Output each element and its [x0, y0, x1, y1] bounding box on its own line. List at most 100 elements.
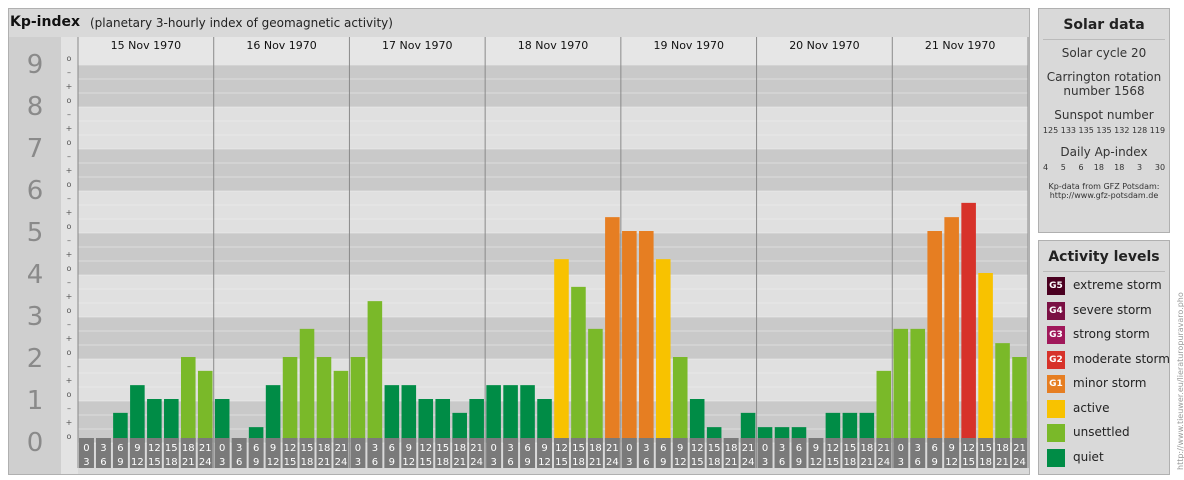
interval-end-label: 24	[335, 457, 348, 468]
interval-start-label: 9	[134, 443, 140, 454]
interval-end-label: 9	[524, 457, 530, 468]
grid-band	[78, 345, 1028, 359]
interval-start-label: 18	[318, 443, 331, 454]
interval-start-label: 21	[742, 443, 755, 454]
interval-box	[384, 438, 400, 468]
interval-box	[333, 438, 349, 468]
interval-start-label: 3	[779, 443, 785, 454]
interval-end-label: 18	[708, 457, 721, 468]
kp-bar	[147, 399, 162, 443]
activity-level-swatch	[1047, 399, 1065, 418]
y-subtick-label: o	[67, 180, 72, 189]
y-subtick-label: o	[67, 96, 72, 105]
interval-box	[503, 438, 519, 468]
interval-box	[672, 438, 688, 468]
interval-start-label: 0	[83, 443, 89, 454]
grid-band	[78, 191, 1028, 205]
kp-bar	[333, 370, 349, 443]
activity-level-swatch: G5	[1047, 277, 1065, 295]
interval-box	[95, 438, 111, 468]
kp-bar	[842, 412, 858, 443]
divider	[1043, 39, 1165, 40]
kp-bar	[367, 301, 383, 443]
interval-start-label: 15	[436, 443, 449, 454]
interval-end-label: 15	[419, 457, 432, 468]
kp-bar	[418, 399, 434, 443]
y-tick-label: 8	[27, 92, 44, 122]
interval-box	[554, 438, 569, 468]
interval-start-label: 18	[996, 443, 1009, 454]
kp-bar	[265, 385, 281, 443]
interval-start-label: 9	[406, 443, 412, 454]
interval-end-label: 3	[762, 457, 768, 468]
source-credit: http://www.tieuwer.eu/lieraturopuravaro.…	[1176, 292, 1184, 470]
y-subtick-label: o	[67, 54, 72, 63]
kp-bar	[554, 259, 569, 443]
y-subtick-label: o	[67, 390, 72, 399]
grid-band	[78, 289, 1028, 303]
y-subtick-label: +	[66, 376, 73, 385]
interval-box	[79, 438, 94, 468]
y-subtick-label: o	[67, 222, 72, 231]
interval-end-label: 6	[100, 457, 106, 468]
interval-end-label: 18	[301, 457, 314, 468]
interval-box	[299, 438, 315, 468]
grid-band	[78, 121, 1028, 135]
interval-end-label: 3	[219, 457, 225, 468]
interval-box	[978, 438, 994, 468]
divider	[1043, 271, 1165, 272]
y-tick-label: 3	[27, 302, 44, 332]
interval-start-label: 21	[335, 443, 348, 454]
interval-box	[740, 438, 756, 468]
interval-end-label: 12	[131, 457, 144, 468]
kp-bar	[299, 328, 315, 443]
kp-bar	[282, 357, 298, 443]
interval-box	[961, 438, 977, 468]
interval-start-label: 3	[100, 443, 106, 454]
kp-bar	[164, 399, 179, 443]
grid-band	[78, 93, 1028, 107]
interval-box	[401, 438, 417, 468]
activity-levels-title: Activity levels	[1048, 249, 1160, 265]
kp-bar	[740, 412, 756, 443]
date-label: 18 Nov 1970	[518, 39, 588, 52]
activity-level-swatch: G3	[1047, 326, 1065, 344]
interval-box	[520, 438, 536, 468]
kp-bar	[944, 217, 959, 443]
interval-start-label: 12	[962, 443, 975, 454]
interval-end-label: 21	[182, 457, 195, 468]
interval-start-label: 6	[117, 443, 123, 454]
activity-level-label: active	[1073, 400, 1110, 415]
grid-band	[78, 233, 1028, 247]
interval-box	[418, 438, 434, 468]
grid-band	[78, 163, 1028, 177]
source-line-1: Kp-data from GFZ Potsdam:	[1048, 182, 1160, 191]
activity-level-label: strong storm	[1073, 327, 1150, 341]
interval-end-label: 12	[402, 457, 415, 468]
interval-box	[723, 438, 739, 468]
interval-box	[350, 438, 366, 468]
y-tick-label: 2	[27, 344, 44, 374]
kp-bar	[520, 385, 535, 443]
interval-start-label: 3	[236, 443, 242, 454]
interval-start-label: 0	[490, 443, 496, 454]
interval-box	[1012, 438, 1027, 468]
kp-bar	[893, 328, 909, 443]
interval-start-label: 15	[844, 443, 857, 454]
kp-bar	[639, 231, 654, 443]
activity-level-label: extreme storm	[1073, 278, 1162, 292]
y-subtick-label: o	[67, 138, 72, 147]
source-line-2: http://www.gfz-potsdam.de	[1049, 191, 1159, 200]
interval-box	[282, 438, 298, 468]
interval-start-label: 21	[1013, 443, 1026, 454]
date-label: 21 Nov 1970	[925, 39, 995, 52]
y-tick-label: 7	[27, 134, 44, 164]
interval-box	[231, 438, 247, 468]
interval-end-label: 12	[538, 457, 551, 468]
interval-box	[316, 438, 332, 468]
interval-end-label: 15	[284, 457, 297, 468]
interval-end-label: 3	[83, 457, 89, 468]
grid-band	[78, 219, 1028, 233]
interval-box	[757, 438, 773, 468]
interval-box	[791, 438, 807, 468]
